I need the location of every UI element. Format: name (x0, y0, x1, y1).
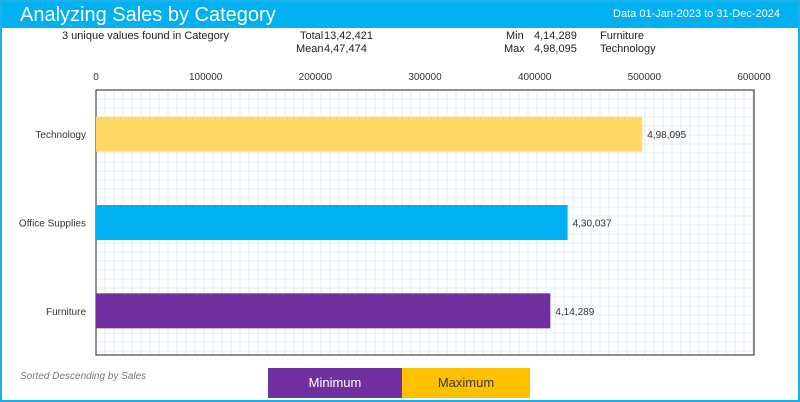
x-tick-label: 600000 (737, 72, 771, 83)
max-value: 4,98,095 (534, 43, 577, 55)
x-tick-label: 400000 (518, 72, 552, 83)
max-label: Max (504, 43, 525, 55)
category-label: Technology (35, 130, 86, 141)
total-value: 13,42,421 (324, 30, 373, 42)
date-range: Data 01-Jan-2023 to 31-Dec-2024 (613, 8, 780, 20)
unique-values-text: 3 unique values found in Category (62, 30, 229, 42)
mean-label: Mean (296, 43, 324, 55)
category-label: Furniture (46, 307, 86, 318)
data-label: 4,98,095 (647, 130, 686, 141)
x-tick-label: 200000 (299, 72, 333, 83)
min-category: Furniture (600, 30, 645, 42)
title-bar: Analyzing Sales by Category Data 01-Jan-… (2, 2, 798, 28)
max-category: Technology (600, 43, 656, 55)
chart-labels: 0 100000 200000 300000 400000 500000 600000 Tec… (19, 72, 771, 318)
data-label: 4,14,289 (555, 307, 594, 318)
min-label: Min (506, 30, 524, 42)
x-tick-label: 0 (93, 72, 99, 83)
category-label: Office Supplies (19, 219, 86, 230)
bar (96, 293, 551, 329)
bar (96, 116, 643, 152)
legend-maximum: Maximum (402, 368, 530, 398)
total-label: Total (300, 30, 324, 42)
page-title: Analyzing Sales by Category (20, 4, 276, 26)
mean-value: 4,47,474 (324, 43, 367, 55)
x-tick-label: 100000 (189, 72, 223, 83)
sales-bar-chart: 0 100000 200000 300000 400000 500000 600000 Tec… (19, 72, 771, 356)
chart-bars (96, 116, 643, 329)
min-value: 4,14,289 (534, 30, 577, 42)
data-label: 4,30,037 (573, 219, 612, 230)
x-tick-label: 500000 (628, 72, 662, 83)
legend-minimum: Minimum (268, 368, 402, 398)
sort-note: Sorted Descending by Sales (20, 371, 147, 382)
x-tick-label: 300000 (408, 72, 442, 83)
bar (96, 205, 568, 240)
